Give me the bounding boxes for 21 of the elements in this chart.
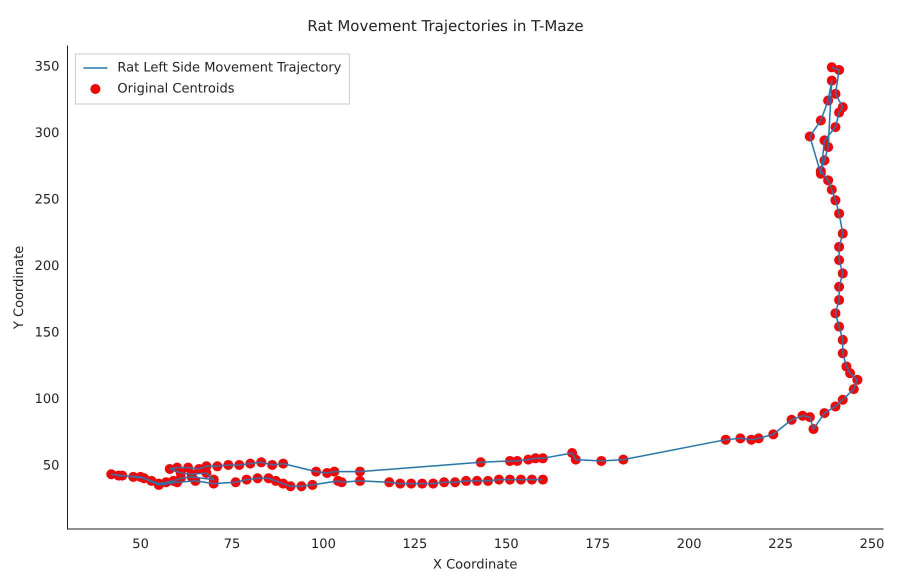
y-axis-title: Y Coordinate bbox=[12, 246, 28, 330]
x-axis-title: X Coordinate bbox=[433, 558, 518, 573]
y-tick-label: 150 bbox=[34, 326, 60, 341]
y-tick-label: 300 bbox=[34, 126, 60, 142]
y-tick-label: 100 bbox=[34, 392, 60, 408]
x-tick-label: 250 bbox=[860, 536, 884, 552]
x-tick-label: 150 bbox=[494, 536, 519, 552]
chart-title: Rat Movement Trajectories in T-Maze bbox=[307, 16, 584, 35]
x-tick-label: 200 bbox=[676, 536, 702, 552]
y-tick-label: 250 bbox=[34, 192, 60, 208]
x-tick-label: 75 bbox=[224, 536, 240, 552]
y-tick-label: 50 bbox=[42, 458, 60, 474]
y-tick-label: 350 bbox=[34, 60, 60, 75]
x-tick-label: 175 bbox=[585, 536, 610, 552]
x-tick-label: 125 bbox=[402, 536, 428, 552]
x-tick-label: 50 bbox=[132, 536, 149, 552]
y-tick-label: 200 bbox=[34, 259, 60, 274]
x-tick-label: 100 bbox=[311, 536, 336, 552]
legend-label: Original Centroids bbox=[117, 81, 235, 96]
legend-label: Rat Left Side Movement Trajectory bbox=[117, 60, 342, 76]
x-tick-label: 225 bbox=[768, 536, 794, 552]
